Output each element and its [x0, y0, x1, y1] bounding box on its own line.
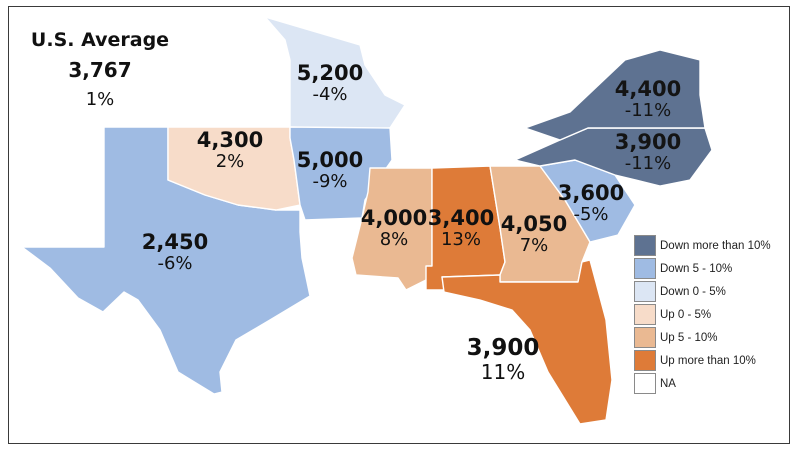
tx-value: 2,450 — [141, 230, 209, 254]
label-ga: 4,050 7% — [501, 212, 567, 257]
legend-item-down-more-10: Down more than 10% — [634, 234, 794, 257]
us-average: U.S. Average 3,767 1% — [31, 26, 169, 114]
sc-change: -5% — [573, 204, 609, 226]
us-average-change: 1% — [85, 89, 115, 111]
nc-value: 3,900 — [614, 130, 682, 154]
label-ar: 5,000 -9% — [297, 148, 363, 193]
va-change: -11% — [624, 100, 672, 122]
ms-value: 4,000 — [360, 206, 428, 230]
legend-swatch — [634, 304, 656, 325]
legend-item-down-0-5: Down 0 - 5% — [634, 280, 794, 303]
al-value: 3,400 — [427, 206, 495, 230]
legend-label: NA — [660, 377, 676, 390]
label-ms: 4,000 8% — [361, 206, 427, 251]
tx-change: -6% — [157, 253, 193, 275]
label-nc: 3,900 -11% — [615, 130, 681, 175]
label-ok: 4,300 2% — [197, 128, 263, 173]
legend-swatch — [634, 235, 656, 256]
ar-value: 5,000 — [296, 148, 364, 172]
legend-label: Up 5 - 10% — [660, 331, 718, 344]
ms-change: 8% — [379, 229, 409, 251]
label-al: 3,400 13% — [428, 206, 494, 251]
legend-swatch — [634, 258, 656, 279]
legend-item-up-more-10: Up more than 10% — [634, 349, 794, 372]
us-average-title: U.S. Average — [30, 29, 170, 51]
legend-label: Up 0 - 5% — [660, 308, 712, 321]
fl-value: 3,900 — [466, 335, 540, 361]
al-change: 13% — [440, 229, 481, 251]
mo-value: 5,200 — [296, 61, 364, 85]
ga-change: 7% — [519, 235, 549, 257]
ok-value: 4,300 — [196, 128, 264, 152]
label-va: 4,400 -11% — [615, 77, 681, 122]
va-value: 4,400 — [614, 77, 682, 101]
state-va — [524, 49, 706, 141]
ar-change: -9% — [312, 171, 348, 193]
legend-label: Down 5 - 10% — [660, 262, 733, 275]
legend-swatch — [634, 327, 656, 348]
legend-label: Up more than 10% — [660, 354, 756, 367]
legend-label: Down 0 - 5% — [660, 285, 726, 298]
ga-value: 4,050 — [500, 212, 568, 236]
legend-item-na: NA — [634, 372, 794, 395]
legend-item-up-5-10: Up 5 - 10% — [634, 326, 794, 349]
legend-item-down-5-10: Down 5 - 10% — [634, 257, 794, 280]
legend-swatch — [634, 350, 656, 371]
label-tx: 2,450 -6% — [142, 230, 208, 275]
legend-swatch — [634, 373, 656, 394]
mo-change: -4% — [312, 84, 348, 106]
ok-change: 2% — [215, 151, 245, 173]
state-fl — [441, 259, 613, 425]
legend: Down more than 10% Down 5 - 10% Down 0 -… — [634, 234, 794, 395]
label-sc: 3,600 -5% — [558, 181, 624, 226]
label-fl: 3,900 11% — [467, 335, 540, 384]
legend-swatch — [634, 281, 656, 302]
us-average-value: 3,767 — [68, 58, 132, 83]
label-mo: 5,200 -4% — [297, 61, 363, 106]
legend-item-up-0-5: Up 0 - 5% — [634, 303, 794, 326]
sc-value: 3,600 — [557, 181, 625, 205]
legend-label: Down more than 10% — [660, 239, 771, 252]
fl-change: 11% — [480, 360, 526, 385]
nc-change: -11% — [624, 153, 672, 175]
map-frame — [8, 6, 790, 444]
